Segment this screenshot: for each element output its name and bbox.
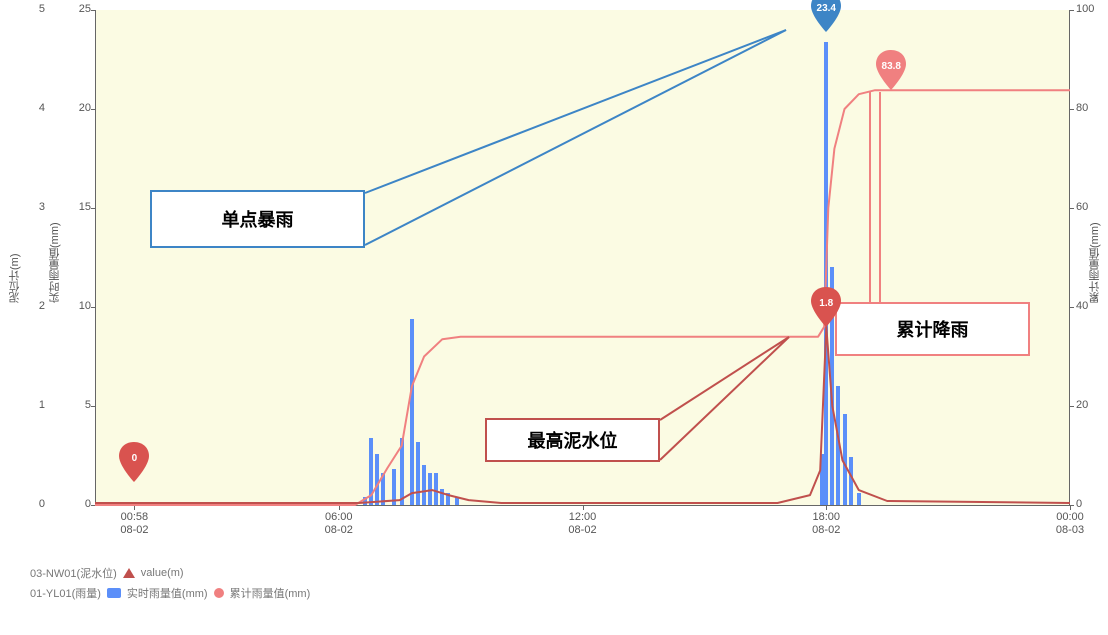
rain-bar <box>410 319 414 505</box>
rain-bar <box>422 465 426 505</box>
y2-tick-label: 0 <box>67 498 91 511</box>
y2-tick-label: 25 <box>67 3 91 16</box>
legend: 03-NW01(泥水位)value(m) 01-YL01(雨量)实时雨量值(mm)… <box>30 565 310 605</box>
pin-label: 83.8 <box>882 61 901 72</box>
pin-label: 23.4 <box>817 3 836 14</box>
x-tick-label: 06:00 08-02 <box>314 511 364 536</box>
yr-tick-label: 100 <box>1076 3 1094 16</box>
triangle-icon <box>123 568 135 578</box>
axis-title: 累计雨量值(mm) <box>1087 213 1103 303</box>
rain-bar <box>849 457 853 505</box>
y1-tick-label: 2 <box>25 300 45 313</box>
yr-tick-label: 60 <box>1076 201 1088 214</box>
axis-title: 实时雨量值(mm) <box>47 213 63 303</box>
rain-bar <box>440 489 444 505</box>
axis-title: 泥位计(m) <box>7 213 23 303</box>
pin-zero: 0 <box>117 442 151 482</box>
yr-tick-label: 80 <box>1076 102 1088 115</box>
rain-bar <box>446 493 450 505</box>
y2-tick-label: 20 <box>67 102 91 115</box>
rain-bar <box>434 473 438 505</box>
rain-bar <box>843 414 847 505</box>
callout-cum: 累计降雨 <box>835 302 1030 356</box>
rain-bar <box>455 497 459 505</box>
y1-tick-label: 3 <box>25 201 45 214</box>
rain-bar <box>857 493 861 505</box>
yr-tick-label: 20 <box>1076 399 1088 412</box>
x-tick-label: 18:00 08-02 <box>801 511 851 536</box>
y1-tick-label: 0 <box>25 498 45 511</box>
y1-tick-label: 1 <box>25 399 45 412</box>
pin-max-rain: 23.4 <box>809 0 843 32</box>
y2-tick-label: 10 <box>67 300 91 313</box>
x-tick-label: 00:00 08-03 <box>1045 511 1095 536</box>
rain-bar <box>428 473 432 505</box>
pin-mud: 1.8 <box>809 287 843 327</box>
yr-tick-label: 0 <box>1076 498 1082 511</box>
pin-label: 1.8 <box>819 298 833 309</box>
rain-bar <box>392 469 396 505</box>
rain-bar <box>369 438 373 505</box>
rain-bar <box>381 473 385 505</box>
x-tick-label: 12:00 08-02 <box>558 511 608 536</box>
y1-tick-label: 5 <box>25 3 45 16</box>
rain-bar <box>836 386 840 505</box>
y2-tick-label: 5 <box>67 399 91 412</box>
dot-swatch-icon <box>214 588 224 598</box>
rain-bar <box>824 42 828 505</box>
bar-swatch-icon <box>107 588 121 598</box>
pin-label: 0 <box>132 453 138 464</box>
y1-tick-label: 4 <box>25 102 45 115</box>
rain-bar <box>400 438 404 505</box>
callout-storm: 单点暴雨 <box>150 190 365 248</box>
legend-row-mud: 03-NW01(泥水位)value(m) <box>30 565 310 581</box>
rain-bar <box>416 442 420 505</box>
rain-bar <box>375 454 379 505</box>
y2-tick-label: 15 <box>67 201 91 214</box>
x-tick-label: 00:58 08-02 <box>109 511 159 536</box>
legend-row-rain: 01-YL01(雨量)实时雨量值(mm)累计雨量值(mm) <box>30 585 310 601</box>
callout-mud: 最高泥水位 <box>485 418 660 462</box>
rain-bar <box>363 497 367 505</box>
chart-container: 012345051015202502040608010000:58 08-020… <box>0 0 1108 635</box>
pin-cum: 83.8 <box>874 50 908 90</box>
